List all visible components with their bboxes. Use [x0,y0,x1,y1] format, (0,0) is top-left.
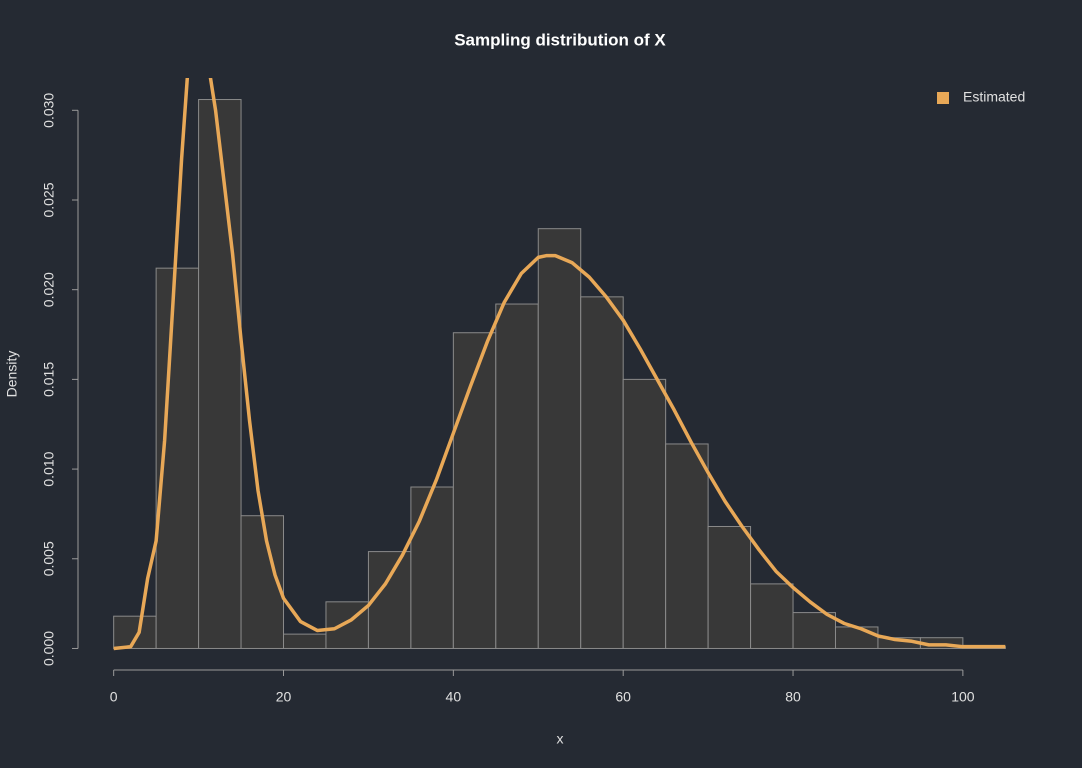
histogram-bar [834,626,879,649]
y-tick-label: 0.030 [41,93,57,128]
histogram-bar [580,296,624,649]
x-tick-label: 60 [615,689,631,705]
y-axis-label: Density [4,351,20,398]
histogram-bar [622,378,667,649]
chart-title: Sampling distribution of X [454,30,666,49]
histogram-bar [707,525,752,649]
histogram-bar [537,228,582,649]
histogram-bar [198,99,242,649]
x-axis-label: x [557,731,564,747]
y-tick-label: 0.015 [41,362,57,397]
x-tick-label: 100 [951,689,975,705]
y-tick-label: 0.010 [41,451,57,486]
histogram-bar [750,583,794,649]
lines [113,78,1006,651]
density-line [113,78,1006,651]
x-tick-label: 80 [785,689,801,705]
legend-swatch [937,92,949,104]
x-tick-label: 20 [276,689,292,705]
y-tick-label: 0.005 [41,541,57,576]
histogram-bar [665,443,709,649]
x-tick-label: 0 [110,689,118,705]
legend-label: Estimated [963,89,1025,105]
y-tick-label: 0.025 [41,182,57,217]
histogram-bar [452,332,497,649]
histogram-bar [367,551,412,649]
y-tick-label: 0.000 [41,631,57,666]
histogram-bar [113,615,157,649]
histogram-bar [495,303,539,649]
histogram-bar [283,633,327,649]
histogram-bar [410,486,454,649]
bars [113,99,1006,649]
histogram-bar [792,612,836,649]
y-tick-label: 0.020 [41,272,57,307]
x-tick-label: 40 [446,689,462,705]
